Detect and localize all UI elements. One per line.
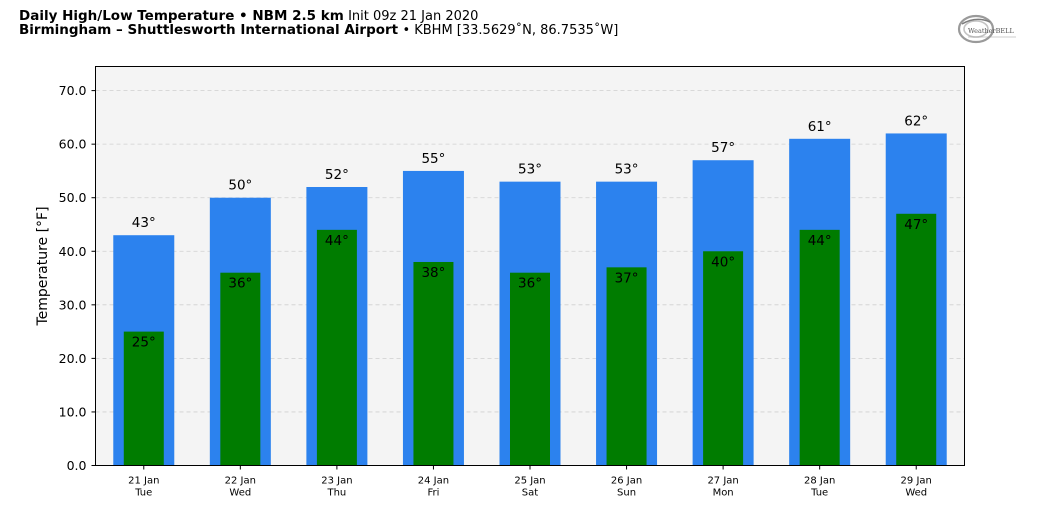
x-tick-day: Thu <box>326 488 346 499</box>
y-tick-label: 20.0 <box>59 351 87 366</box>
high-temp-label: 43° <box>132 215 156 231</box>
low-temp-bar <box>510 272 550 466</box>
x-tick-date: 24 Jan <box>418 476 449 487</box>
x-tick-date: 28 Jan <box>804 476 835 487</box>
x-tick-day: Wed <box>229 488 251 499</box>
high-temp-label: 57° <box>711 140 735 156</box>
low-temp-label: 40° <box>711 254 735 270</box>
low-temp-bar <box>703 251 744 466</box>
y-tick-label: 10.0 <box>59 404 87 419</box>
x-tick-date: 29 Jan <box>901 476 932 487</box>
y-tick-label: 40.0 <box>59 244 87 259</box>
x-tick-date: 23 Jan <box>321 476 352 487</box>
x-tick-day: Tue <box>134 488 152 499</box>
low-temp-label: 47° <box>904 217 928 233</box>
x-tick-date: 22 Jan <box>225 476 256 487</box>
y-tick-label: 50.0 <box>59 190 87 205</box>
y-tick-label: 70.0 <box>59 83 87 98</box>
low-temp-bar <box>123 331 164 466</box>
x-tick-day: Sun <box>617 488 636 499</box>
plot-frame <box>95 66 965 466</box>
x-tick-date: 27 Jan <box>707 476 738 487</box>
low-temp-bar <box>413 261 454 466</box>
x-tick-day: Tue <box>810 488 828 499</box>
data-labels: 43° 25° 50° 36° 52° 44° 55° 38° 53° 36° 53° 37° 57° 4… <box>132 113 928 350</box>
low-temp-label: 38° <box>421 265 445 281</box>
high-temp-label: 50° <box>228 178 252 194</box>
station-line: Birmingham – Shuttlesworth International… <box>19 22 619 39</box>
high-temp-label: 53° <box>518 162 542 178</box>
high-temp-label: 61° <box>808 119 832 135</box>
low-temp-label: 44° <box>808 233 832 249</box>
low-temp-bar <box>799 229 840 466</box>
low-temp-bar <box>896 213 937 466</box>
low-temp-label: 36° <box>228 276 252 292</box>
weatherbell-logo: WeatherBELL <box>957 14 1016 44</box>
x-tick-date: 21 Jan <box>128 476 159 487</box>
low-temp-bar <box>316 229 357 466</box>
x-tick-day: Mon <box>713 488 734 499</box>
chart-title: Daily High/Low Temperature • NBM 2.5 km … <box>19 8 479 25</box>
low-temp-label: 37° <box>615 270 639 286</box>
low-temp-label: 44° <box>325 233 349 249</box>
y-axis-label: Temperature [°F] <box>35 206 51 326</box>
title-init: Init 09z 21 Jan 2020 <box>348 9 479 24</box>
low-temp-bar <box>606 267 647 466</box>
high-temp-label: 52° <box>325 167 349 183</box>
y-tick-label: 30.0 <box>59 297 87 312</box>
high-temp-label: 62° <box>904 113 928 129</box>
x-tick-date: 26 Jan <box>611 476 642 487</box>
logo-text: WeatherBELL <box>968 27 1014 35</box>
title-main: Daily High/Low Temperature • NBM 2.5 km <box>19 8 344 24</box>
x-tick-day: Fri <box>427 488 439 499</box>
y-tick-label: 0.0 <box>67 458 87 473</box>
y-axis-ticks: 0.0 10.0 20.0 30.0 40.0 50.0 60.0 70.0 <box>59 83 96 473</box>
low-temp-bar <box>220 272 261 466</box>
low-temp-label: 36° <box>518 276 542 292</box>
x-tick-day: Wed <box>905 488 927 499</box>
high-temp-label: 53° <box>615 162 639 178</box>
x-tick-date: 25 Jan <box>514 476 545 487</box>
x-tick-day: Sat <box>522 488 538 499</box>
low-temp-label: 25° <box>132 335 156 351</box>
y-tick-label: 60.0 <box>59 137 87 152</box>
station-name: Birmingham – Shuttlesworth International… <box>19 22 399 38</box>
station-info: • KBHM [33.5629˚N, 86.7535˚W] <box>402 23 619 38</box>
bar-series <box>113 133 947 466</box>
high-temp-label: 55° <box>421 151 445 167</box>
